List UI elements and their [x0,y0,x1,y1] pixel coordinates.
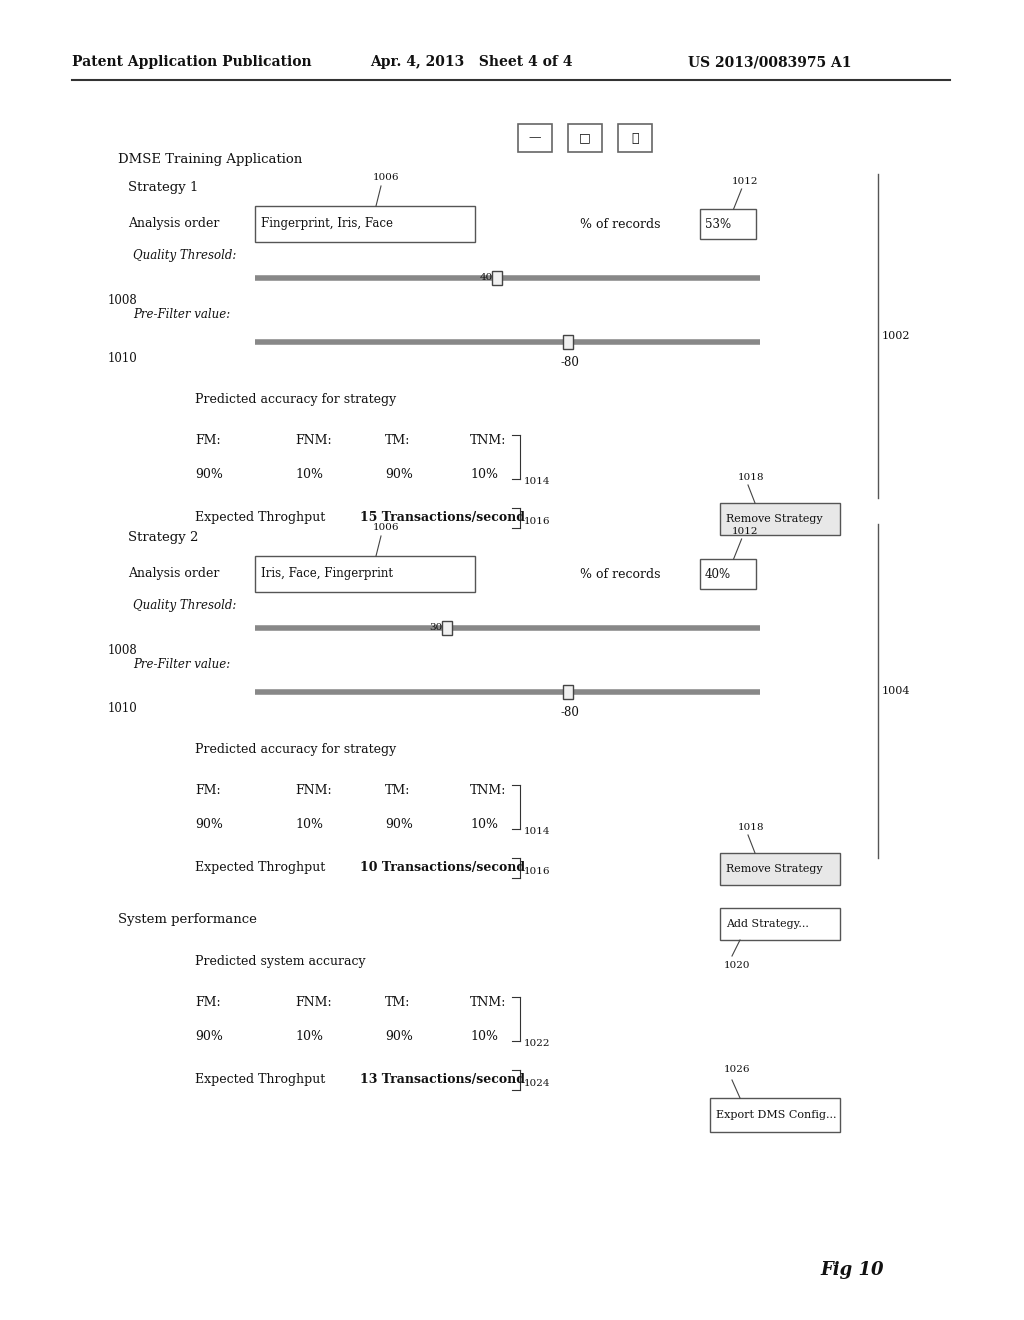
Text: FNM:: FNM: [295,995,332,1008]
Text: Export DMS Config...: Export DMS Config... [716,1110,837,1119]
Text: 90%: 90% [195,467,223,480]
Text: TM:: TM: [385,995,411,1008]
Bar [255,556,475,591]
Text: 1026: 1026 [724,1065,751,1074]
Text: % of records: % of records [580,218,660,231]
Text: 90%: 90% [385,817,413,830]
Text: FNM:: FNM: [295,433,332,446]
Text: 1014: 1014 [524,828,551,837]
Text: 10%: 10% [295,817,323,830]
Text: Predicted accuracy for strategy: Predicted accuracy for strategy [195,393,396,407]
Text: 10 Transactions/second: 10 Transactions/second [360,862,525,874]
Text: 1010: 1010 [108,701,138,714]
Text: 1020: 1020 [724,961,751,970]
Text: Strategy 2: Strategy 2 [128,532,199,544]
Text: 1024: 1024 [524,1080,551,1089]
Text: 10%: 10% [470,817,498,830]
Text: Analysis order: Analysis order [128,568,219,581]
Text: Fingerprint, Iris, Face: Fingerprint, Iris, Face [261,218,393,231]
Bar [720,503,840,535]
Text: 10%: 10% [470,1030,498,1043]
Text: 90%: 90% [385,467,413,480]
Text: -80: -80 [560,705,579,718]
Text: Remove Strategy: Remove Strategy [726,865,822,874]
Text: Predicted accuracy for strategy: Predicted accuracy for strategy [195,743,396,756]
Text: Expected Throghput: Expected Throghput [195,511,326,524]
Text: 1018: 1018 [738,822,765,832]
Text: 1010: 1010 [108,351,138,364]
Bar [720,853,840,884]
Text: 1008: 1008 [108,644,138,656]
Text: 1018: 1018 [738,473,765,482]
Text: 1022: 1022 [524,1040,551,1048]
Bar [618,124,652,152]
Text: 53%: 53% [705,218,731,231]
Bar [720,908,840,940]
Text: 1016: 1016 [524,867,551,876]
Text: TM:: TM: [385,784,411,796]
Bar [563,335,573,348]
Text: -80: -80 [560,355,579,368]
Text: Pre-Filter value:: Pre-Filter value: [133,657,230,671]
Bar [700,209,756,239]
Text: FNM:: FNM: [295,784,332,796]
Bar [442,620,452,635]
Text: Analysis order: Analysis order [128,218,219,231]
Text: DMSE Training Application: DMSE Training Application [118,153,302,166]
Text: 1012: 1012 [731,527,758,536]
Text: 10%: 10% [295,467,323,480]
Text: FM:: FM: [195,784,220,796]
Text: FM:: FM: [195,433,220,446]
Bar [710,1098,840,1133]
Text: 15 Transactions/second: 15 Transactions/second [360,511,525,524]
Text: □: □ [580,132,591,144]
Text: 1002: 1002 [882,331,910,341]
Bar [518,124,552,152]
Text: Predicted system accuracy: Predicted system accuracy [195,956,366,969]
Text: Expected Throghput: Expected Throghput [195,862,326,874]
Text: US 2013/0083975 A1: US 2013/0083975 A1 [688,55,852,69]
Text: 1014: 1014 [524,478,551,487]
Text: Patent Application Publication: Patent Application Publication [72,55,311,69]
Text: System performance: System performance [118,913,257,927]
Bar [255,206,475,242]
Text: —: — [528,132,542,144]
Text: 30: 30 [429,623,442,631]
Text: % of records: % of records [580,568,660,581]
Text: 1006: 1006 [373,173,399,182]
Bar [493,271,503,285]
Bar [700,558,756,589]
Text: 90%: 90% [195,1030,223,1043]
Bar [563,685,573,700]
Text: Add Strategy...: Add Strategy... [726,919,809,929]
Text: Remove Strategy: Remove Strategy [726,513,822,524]
Text: TNM:: TNM: [470,784,507,796]
Text: TNM:: TNM: [470,433,507,446]
Text: 1006: 1006 [373,524,399,532]
Text: Quality Thresold:: Quality Thresold: [133,249,237,263]
Text: 40%: 40% [705,568,731,581]
Text: 10%: 10% [295,1030,323,1043]
Text: 13 Transactions/second: 13 Transactions/second [360,1073,525,1086]
Text: 10%: 10% [470,467,498,480]
Text: Apr. 4, 2013   Sheet 4 of 4: Apr. 4, 2013 Sheet 4 of 4 [370,55,572,69]
Text: 1012: 1012 [731,177,758,186]
Text: FM:: FM: [195,995,220,1008]
Bar [568,124,602,152]
Text: Iris, Face, Fingerprint: Iris, Face, Fingerprint [261,568,393,581]
Text: 1008: 1008 [108,293,138,306]
Text: ✕: ✕ [631,132,639,144]
Text: 1004: 1004 [882,686,910,696]
Text: TM:: TM: [385,433,411,446]
Text: Pre-Filter value:: Pre-Filter value: [133,308,230,321]
Text: Quality Thresold:: Quality Thresold: [133,599,237,612]
Text: 40: 40 [479,272,493,281]
Text: Strategy 1: Strategy 1 [128,181,199,194]
Text: Expected Throghput: Expected Throghput [195,1073,326,1086]
Text: TNM:: TNM: [470,995,507,1008]
Text: 90%: 90% [195,817,223,830]
Text: 1016: 1016 [524,517,551,527]
Text: Fig 10: Fig 10 [820,1261,884,1279]
Text: 90%: 90% [385,1030,413,1043]
